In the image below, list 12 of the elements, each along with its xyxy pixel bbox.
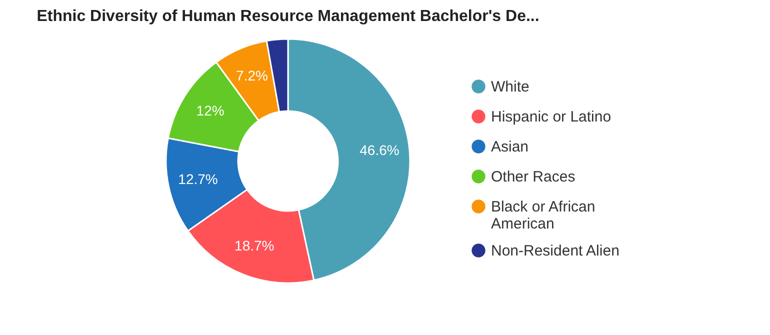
legend-label: Black or African American — [491, 198, 596, 232]
legend-label: White — [491, 78, 530, 96]
legend-label: Asian — [491, 138, 529, 156]
legend-label: Non-Resident Alien — [491, 242, 620, 260]
data-label: 12.7% — [178, 171, 218, 188]
legend-label: Hispanic or Latino — [491, 108, 612, 126]
data-label: 7.2% — [236, 67, 268, 84]
data-label: 18.7% — [234, 238, 274, 254]
legend-label: Other Races — [491, 168, 576, 186]
chart-title: Ethnic Diversity of Human Resource Management Bachelor's De... — [36, 8, 540, 25]
data-label: 12% — [196, 102, 224, 119]
data-label: 46.6% — [360, 142, 400, 158]
